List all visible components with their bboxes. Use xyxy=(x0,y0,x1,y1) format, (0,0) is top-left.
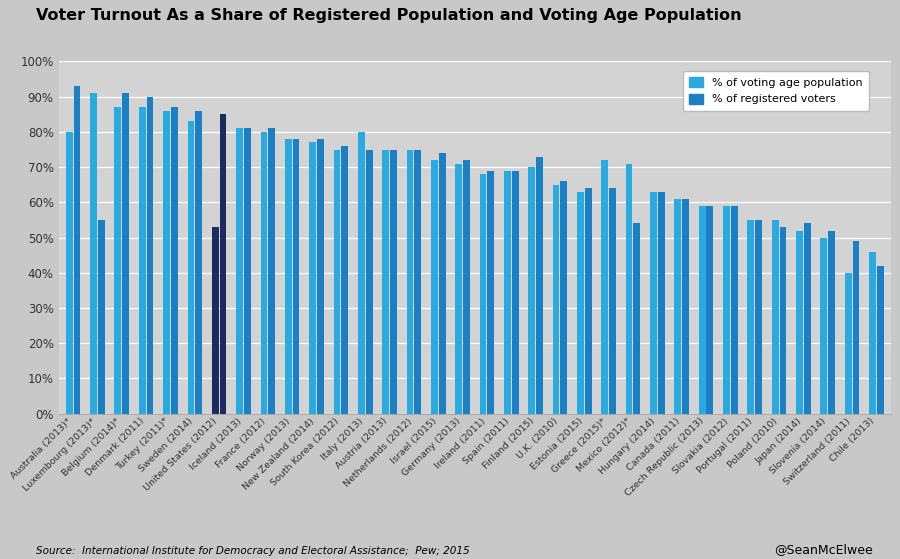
Bar xyxy=(98,220,104,414)
Bar xyxy=(414,150,421,414)
Bar xyxy=(779,227,787,414)
Legend: % of voting age population, % of registered voters: % of voting age population, % of registe… xyxy=(682,70,868,111)
Bar xyxy=(852,241,860,414)
Bar xyxy=(877,266,884,414)
Bar xyxy=(358,132,365,414)
Text: Voter Turnout As a Share of Registered Population and Voting Age Population: Voter Turnout As a Share of Registered P… xyxy=(36,8,742,23)
Bar xyxy=(755,220,762,414)
Bar xyxy=(634,224,640,414)
Bar xyxy=(455,164,462,414)
Bar xyxy=(292,139,300,414)
Bar xyxy=(114,107,122,414)
Bar xyxy=(220,115,227,414)
Bar xyxy=(163,111,170,414)
Bar xyxy=(553,184,560,414)
Bar xyxy=(682,199,689,414)
Bar xyxy=(869,252,876,414)
Bar xyxy=(674,199,681,414)
Bar xyxy=(382,150,389,414)
Bar xyxy=(187,121,194,414)
Bar xyxy=(365,150,373,414)
Bar xyxy=(317,139,324,414)
Bar xyxy=(698,206,706,414)
Bar xyxy=(731,206,738,414)
Bar xyxy=(147,97,153,414)
Bar xyxy=(626,164,633,414)
Bar xyxy=(171,107,178,414)
Bar xyxy=(90,93,97,414)
Text: @SeanMcElwee: @SeanMcElwee xyxy=(774,543,873,556)
Bar xyxy=(528,167,536,414)
Bar xyxy=(464,160,470,414)
Bar xyxy=(341,146,348,414)
Bar xyxy=(561,181,567,414)
Bar xyxy=(585,188,591,414)
Bar xyxy=(268,129,275,414)
Bar xyxy=(536,157,543,414)
Bar xyxy=(310,143,316,414)
Bar xyxy=(195,111,203,414)
Bar xyxy=(804,224,811,414)
Bar xyxy=(236,129,243,414)
Bar xyxy=(74,86,80,414)
Bar xyxy=(260,132,267,414)
Text: Source:  International Institute for Democracy and Electoral Assistance;  Pew; 2: Source: International Institute for Demo… xyxy=(36,546,470,556)
Bar xyxy=(139,107,146,414)
Bar xyxy=(821,238,827,414)
Bar xyxy=(723,206,730,414)
Bar xyxy=(431,160,437,414)
Bar xyxy=(390,150,397,414)
Bar xyxy=(334,150,340,414)
Bar xyxy=(658,192,664,414)
Bar xyxy=(244,129,251,414)
Bar xyxy=(512,170,518,414)
Bar xyxy=(122,93,129,414)
Bar xyxy=(771,220,778,414)
Bar xyxy=(650,192,657,414)
Bar xyxy=(601,160,608,414)
Bar xyxy=(747,220,754,414)
Bar xyxy=(609,188,616,414)
Bar xyxy=(577,192,584,414)
Bar xyxy=(285,139,292,414)
Bar xyxy=(504,170,511,414)
Bar xyxy=(438,153,446,414)
Bar xyxy=(212,227,219,414)
Bar xyxy=(706,206,714,414)
Bar xyxy=(828,230,835,414)
Bar xyxy=(845,273,851,414)
Bar xyxy=(407,150,413,414)
Bar xyxy=(66,132,73,414)
Bar xyxy=(796,230,803,414)
Bar xyxy=(488,170,494,414)
Bar xyxy=(480,174,486,414)
